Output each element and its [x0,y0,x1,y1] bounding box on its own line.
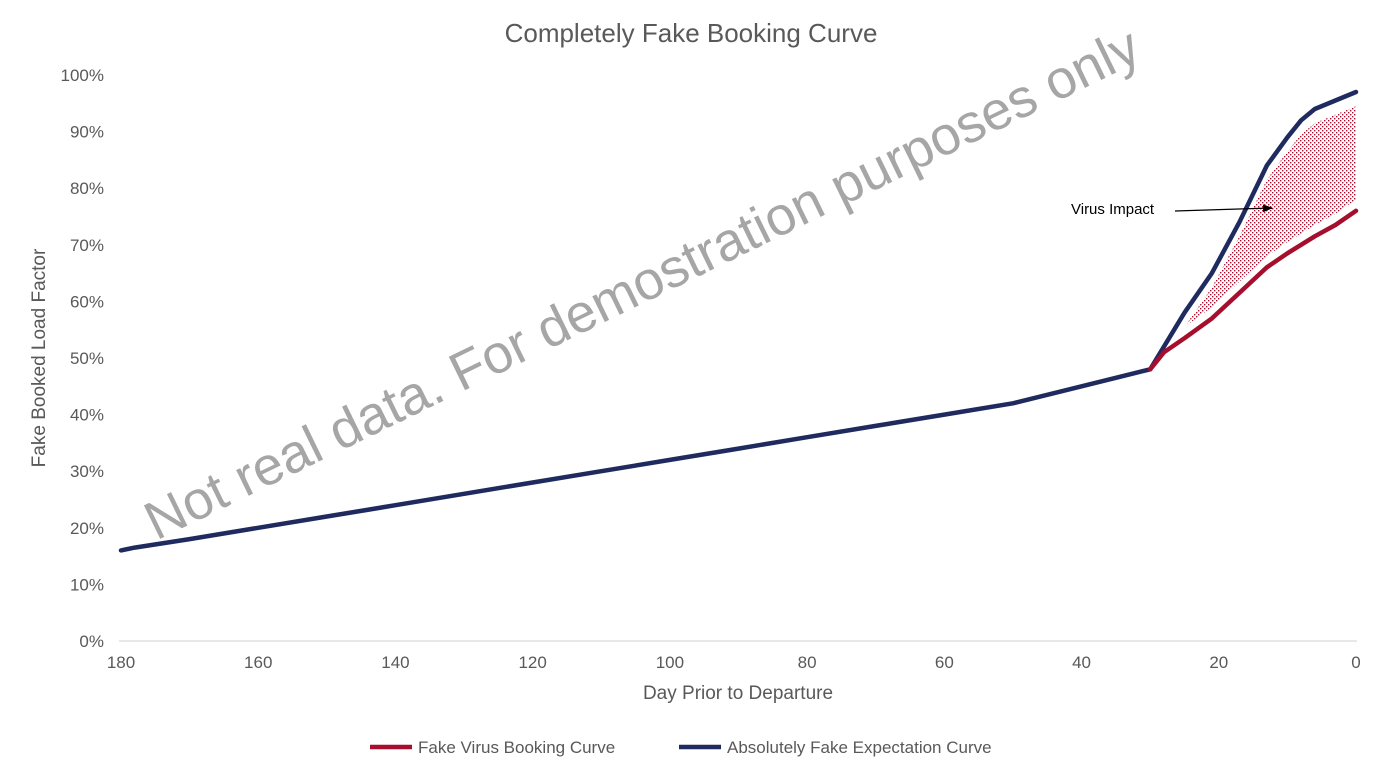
legend-item-expectation: Absolutely Fake Expectation Curve [679,738,992,757]
virus-impact-label: Virus Impact [1071,201,1155,218]
watermark-text: Not real data. For demostration purposes… [135,16,1149,552]
y-tick-label: 30% [70,462,104,481]
legend-item-virus: Fake Virus Booking Curve [370,738,615,757]
x-tick-labels: 180 160 140 120 100 80 60 40 20 0 [107,653,1361,672]
x-axis-label: Day Prior to Departure [643,683,833,704]
virus-impact-area-layer [1184,106,1356,327]
y-tick-label: 100% [61,66,104,85]
x-tick-label: 40 [1072,653,1091,672]
y-tick-label: 0% [79,632,104,651]
series-line-virus [1147,208,1359,372]
y-axis-label: Fake Booked Load Factor [29,248,50,467]
y-tick-label: 70% [70,236,104,255]
chart-title: Completely Fake Booking Curve [505,18,878,48]
y-tick-label: 80% [70,179,104,198]
legend: Fake Virus Booking Curve Absolutely Fake… [370,738,992,757]
x-tick-label: 140 [381,653,409,672]
annotation-layer: Virus Impact [1071,201,1273,218]
y-tick-label: 60% [70,292,104,311]
x-tick-label: 160 [244,653,272,672]
y-tick-label: 10% [70,575,104,594]
virus-impact-area [1184,106,1356,327]
y-tick-labels: 0% 10% 20% 30% 40% 50% 60% 70% 80% 90% 100% [61,66,104,651]
y-tick-label: 50% [70,349,104,368]
virus-impact-arrow [1174,204,1273,213]
x-tick-label: 180 [107,653,135,672]
x-tick-label: 60 [935,653,954,672]
y-tick-label: 90% [70,123,104,142]
series-layer [118,89,1359,553]
x-tick-label: 0 [1351,653,1360,672]
y-tick-label: 20% [70,519,104,538]
x-tick-label: 80 [798,653,817,672]
legend-label-expectation: Absolutely Fake Expectation Curve [727,738,992,757]
y-tick-label: 40% [70,406,104,425]
x-tick-label: 120 [518,653,546,672]
x-tick-label: 20 [1209,653,1228,672]
legend-label-virus: Fake Virus Booking Curve [418,738,615,757]
series-line-expectation [118,89,1359,553]
x-tick-label: 100 [656,653,684,672]
